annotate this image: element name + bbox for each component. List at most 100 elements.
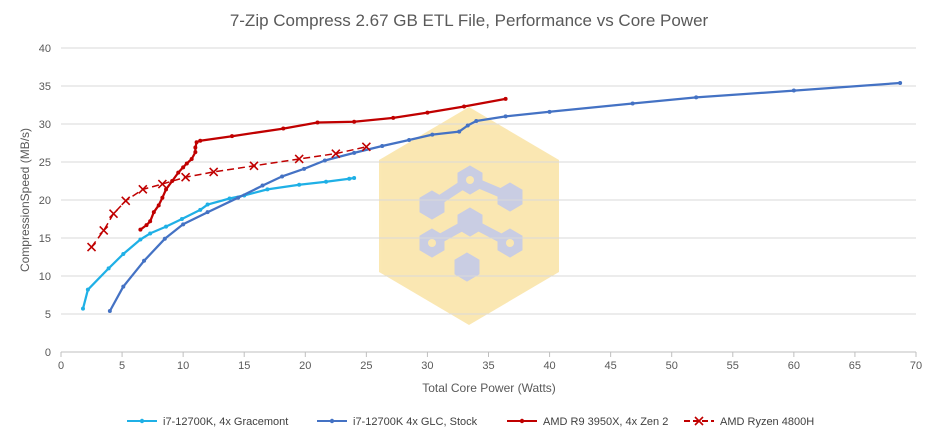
y-tick-label: 5 [45, 309, 51, 321]
data-point [430, 132, 435, 137]
data-point [791, 88, 796, 93]
series-layer [80, 80, 903, 313]
legend-marker [519, 418, 525, 424]
data-point [425, 110, 430, 115]
data-point [193, 150, 198, 155]
y-tick-label: 20 [39, 195, 51, 207]
legend-entry: i7-12700K 4x GLC, Stock [317, 416, 478, 428]
data-point [265, 187, 270, 192]
gridlines [60, 47, 917, 357]
series-3 [86, 142, 371, 252]
data-point [181, 172, 191, 182]
data-point [281, 126, 286, 131]
data-point [280, 174, 285, 179]
data-point [80, 306, 85, 311]
data-point [503, 114, 508, 119]
y-tick-labels: 0 5 10 15 20 25 30 35 40 [39, 43, 51, 359]
data-point [465, 123, 470, 128]
data-point [181, 222, 186, 227]
data-point [407, 137, 412, 142]
x-tick-label: 5 [119, 360, 125, 372]
data-point [352, 150, 357, 155]
data-point [184, 161, 189, 166]
data-point [347, 176, 352, 181]
legend: i7-12700K, 4x Gracemont i7-12700K 4x GLC,… [127, 416, 814, 428]
y-tick-label: 40 [39, 43, 51, 55]
legend-marker [694, 416, 704, 426]
data-point [193, 145, 198, 150]
y-tick-label: 10 [39, 271, 51, 283]
data-point [236, 195, 241, 200]
data-point [205, 210, 210, 215]
data-point [156, 203, 161, 208]
data-point [164, 224, 169, 229]
data-point [121, 251, 126, 256]
data-point [106, 266, 111, 271]
data-point [176, 170, 181, 175]
legend-marker [329, 418, 335, 424]
x-tick-label: 20 [299, 360, 311, 372]
data-point [352, 119, 357, 124]
data-point [315, 120, 320, 125]
data-point [474, 118, 479, 123]
data-point [148, 231, 153, 236]
data-point [898, 80, 903, 85]
data-point [391, 115, 396, 120]
x-tick-label: 60 [788, 360, 800, 372]
data-point [361, 142, 371, 152]
x-tick-label: 30 [421, 360, 433, 372]
data-point [157, 179, 167, 189]
data-point [162, 236, 167, 241]
legend-entry: AMD R9 3950X, 4x Zen 2 [507, 416, 668, 428]
data-point [181, 165, 186, 170]
data-point [249, 161, 259, 171]
chart-title: 7-Zip Compress 2.67 GB ETL File, Perform… [230, 11, 709, 30]
data-point [86, 242, 97, 252]
x-tick-label: 40 [543, 360, 555, 372]
data-point [380, 144, 385, 149]
data-point [205, 202, 210, 207]
series-line [90, 146, 367, 248]
x-tick-label: 10 [177, 360, 189, 372]
data-point [457, 129, 462, 134]
y-axis-label: CompressionSpeed (MB/s) [18, 128, 32, 272]
data-point [151, 210, 156, 215]
x-axis-label: Total Core Power (Watts) [422, 381, 556, 395]
data-point [138, 227, 143, 232]
x-tick-label: 65 [849, 360, 861, 372]
data-point [160, 195, 165, 200]
data-point [170, 179, 175, 183]
data-point [99, 225, 109, 235]
data-point [630, 101, 635, 106]
x-tick-label: 70 [910, 360, 922, 372]
data-point [107, 308, 112, 313]
data-point [179, 217, 184, 221]
series-2 [138, 96, 508, 232]
data-point [209, 167, 219, 177]
x-tick-label: 15 [238, 360, 250, 372]
legend-label: i7-12700K 4x GLC, Stock [353, 416, 478, 428]
data-point [121, 196, 131, 206]
data-point [108, 209, 119, 219]
y-tick-label: 15 [39, 233, 51, 245]
data-point [302, 166, 307, 171]
data-point [138, 237, 143, 242]
x-tick-label: 25 [360, 360, 372, 372]
data-point [297, 182, 302, 187]
data-point [189, 156, 194, 161]
data-point [331, 149, 341, 159]
data-point [148, 219, 153, 224]
data-point [121, 284, 126, 289]
legend-label: AMD Ryzen 4800H [720, 416, 814, 428]
data-point [294, 154, 304, 164]
data-point [164, 187, 169, 192]
y-tick-label: 0 [45, 347, 51, 359]
data-point [462, 104, 467, 109]
x-tick-label: 50 [666, 360, 678, 372]
data-point [227, 196, 232, 201]
legend-label: AMD R9 3950X, 4x Zen 2 [543, 416, 668, 428]
legend-label: i7-12700K, 4x Gracemont [163, 416, 288, 428]
data-point [324, 179, 329, 184]
x-tick-labels: 0 5 10 15 20 25 30 35 40 45 50 55 60 65 70 [58, 360, 922, 372]
